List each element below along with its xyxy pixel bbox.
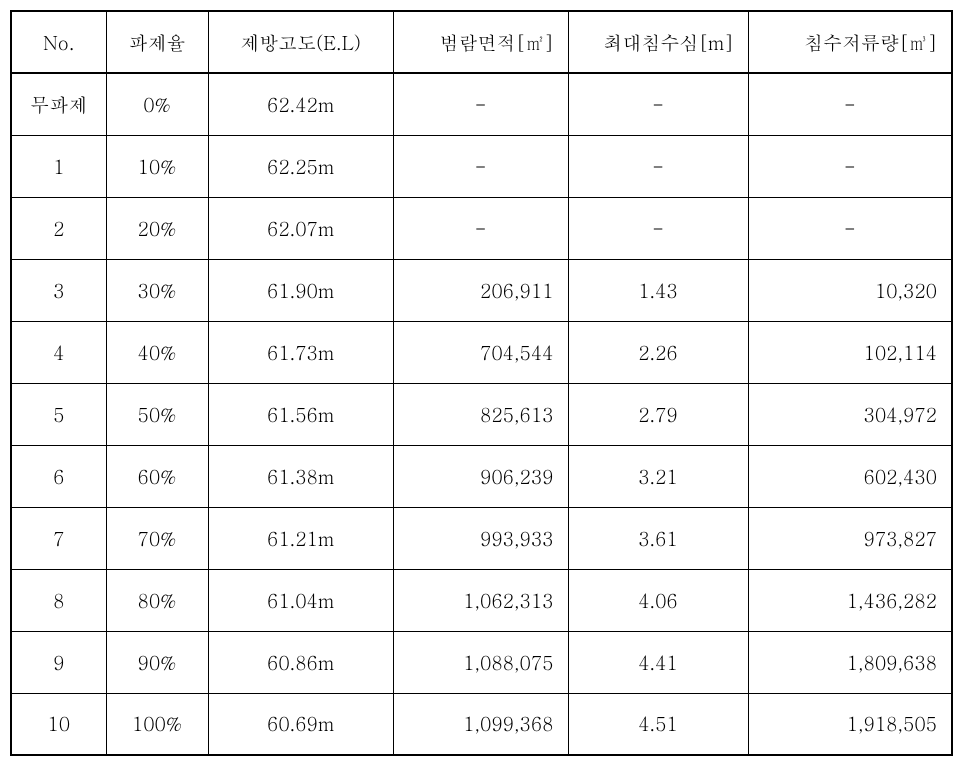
table-row: 880%61.04m1,062,3134.061,436,282 bbox=[11, 569, 952, 631]
cell-rate: 70% bbox=[106, 507, 208, 569]
cell-elev: 61.21m bbox=[208, 507, 393, 569]
col-header-storage: 침수저류량[㎥] bbox=[748, 11, 952, 73]
cell-storage: 1,436,282 bbox=[748, 569, 952, 631]
table-header-row: No. 파제율 제방고도(E.L) 범람면적[㎡] 최대침수심[m] 침수저류량… bbox=[11, 11, 952, 73]
cell-area: - bbox=[393, 135, 568, 197]
table-row: 220%62.07m--- bbox=[11, 197, 952, 259]
cell-rate: 60% bbox=[106, 445, 208, 507]
data-table: No. 파제율 제방고도(E.L) 범람면적[㎡] 최대침수심[m] 침수저류량… bbox=[10, 10, 953, 756]
cell-storage: 973,827 bbox=[748, 507, 952, 569]
cell-no: 2 bbox=[11, 197, 106, 259]
cell-elev: 61.73m bbox=[208, 321, 393, 383]
cell-no: 8 bbox=[11, 569, 106, 631]
table-row: 660%61.38m906,2393.21602,430 bbox=[11, 445, 952, 507]
table-row: 990%60.86m1,088,0754.411,809,638 bbox=[11, 631, 952, 693]
table-body: 무파제0%62.42m---110%62.25m---220%62.07m---… bbox=[11, 73, 952, 755]
cell-storage: 304,972 bbox=[748, 383, 952, 445]
cell-elev: 61.04m bbox=[208, 569, 393, 631]
cell-depth: 2.79 bbox=[568, 383, 748, 445]
cell-area: - bbox=[393, 197, 568, 259]
table-header: No. 파제율 제방고도(E.L) 범람면적[㎡] 최대침수심[m] 침수저류량… bbox=[11, 11, 952, 73]
cell-depth: - bbox=[568, 73, 748, 135]
cell-depth: 3.21 bbox=[568, 445, 748, 507]
cell-elev: 61.90m bbox=[208, 259, 393, 321]
col-header-depth: 최대침수심[m] bbox=[568, 11, 748, 73]
table-row: 무파제0%62.42m--- bbox=[11, 73, 952, 135]
cell-storage: 1,809,638 bbox=[748, 631, 952, 693]
cell-no: 3 bbox=[11, 259, 106, 321]
cell-storage: - bbox=[748, 135, 952, 197]
table-row: 440%61.73m704,5442.26102,114 bbox=[11, 321, 952, 383]
cell-depth: 4.51 bbox=[568, 693, 748, 755]
cell-area: 906,239 bbox=[393, 445, 568, 507]
col-header-area: 범람면적[㎡] bbox=[393, 11, 568, 73]
cell-no: 1 bbox=[11, 135, 106, 197]
cell-no: 9 bbox=[11, 631, 106, 693]
table-row: 10100%60.69m1,099,3684.511,918,505 bbox=[11, 693, 952, 755]
cell-storage: 1,918,505 bbox=[748, 693, 952, 755]
table-row: 770%61.21m993,9333.61973,827 bbox=[11, 507, 952, 569]
col-header-rate: 파제율 bbox=[106, 11, 208, 73]
cell-area: 206,911 bbox=[393, 259, 568, 321]
cell-depth: - bbox=[568, 197, 748, 259]
cell-rate: 80% bbox=[106, 569, 208, 631]
cell-rate: 0% bbox=[106, 73, 208, 135]
table-row: 110%62.25m--- bbox=[11, 135, 952, 197]
cell-area: - bbox=[393, 73, 568, 135]
cell-area: 1,099,368 bbox=[393, 693, 568, 755]
cell-elev: 61.38m bbox=[208, 445, 393, 507]
cell-rate: 90% bbox=[106, 631, 208, 693]
cell-rate: 100% bbox=[106, 693, 208, 755]
cell-rate: 30% bbox=[106, 259, 208, 321]
cell-depth: 1.43 bbox=[568, 259, 748, 321]
cell-area: 704,544 bbox=[393, 321, 568, 383]
cell-area: 1,088,075 bbox=[393, 631, 568, 693]
cell-storage: 602,430 bbox=[748, 445, 952, 507]
cell-elev: 61.56m bbox=[208, 383, 393, 445]
table-row: 550%61.56m825,6132.79304,972 bbox=[11, 383, 952, 445]
col-header-no: No. bbox=[11, 11, 106, 73]
cell-depth: 4.06 bbox=[568, 569, 748, 631]
cell-depth: 4.41 bbox=[568, 631, 748, 693]
cell-depth: - bbox=[568, 135, 748, 197]
cell-storage: - bbox=[748, 197, 952, 259]
cell-elev: 62.25m bbox=[208, 135, 393, 197]
cell-no: 5 bbox=[11, 383, 106, 445]
cell-depth: 3.61 bbox=[568, 507, 748, 569]
cell-area: 993,933 bbox=[393, 507, 568, 569]
cell-area: 825,613 bbox=[393, 383, 568, 445]
cell-no: 10 bbox=[11, 693, 106, 755]
cell-elev: 62.42m bbox=[208, 73, 393, 135]
cell-no: 4 bbox=[11, 321, 106, 383]
cell-elev: 60.86m bbox=[208, 631, 393, 693]
cell-depth: 2.26 bbox=[568, 321, 748, 383]
cell-no: 6 bbox=[11, 445, 106, 507]
cell-area: 1,062,313 bbox=[393, 569, 568, 631]
cell-rate: 20% bbox=[106, 197, 208, 259]
cell-storage: 102,114 bbox=[748, 321, 952, 383]
table-row: 330%61.90m206,9111.4310,320 bbox=[11, 259, 952, 321]
cell-no: 무파제 bbox=[11, 73, 106, 135]
cell-storage: 10,320 bbox=[748, 259, 952, 321]
cell-rate: 10% bbox=[106, 135, 208, 197]
cell-storage: - bbox=[748, 73, 952, 135]
cell-elev: 62.07m bbox=[208, 197, 393, 259]
cell-rate: 40% bbox=[106, 321, 208, 383]
col-header-elev: 제방고도(E.L) bbox=[208, 11, 393, 73]
cell-rate: 50% bbox=[106, 383, 208, 445]
cell-elev: 60.69m bbox=[208, 693, 393, 755]
cell-no: 7 bbox=[11, 507, 106, 569]
